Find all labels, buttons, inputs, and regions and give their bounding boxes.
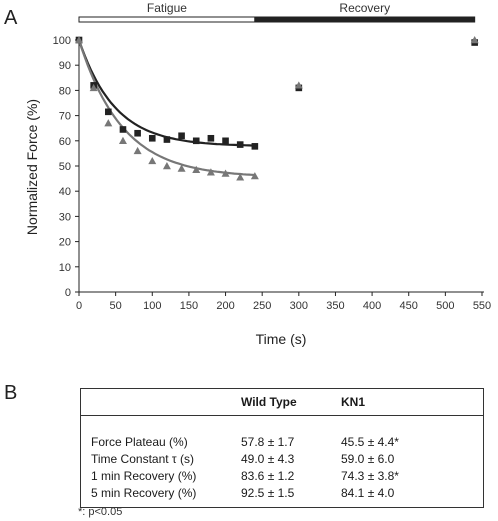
phase-bar-1: [254, 16, 476, 23]
row-label: 5 min Recovery (%): [91, 485, 197, 500]
table-row: 5 min Recovery (%) 92.5 ± 1.5 84.1 ± 4.0: [81, 484, 483, 501]
point-triangle: [162, 162, 171, 170]
point-triangle: [294, 81, 303, 89]
row-kn1-value: 59.0 ± 6.0: [341, 451, 395, 466]
panel-a-letter: A: [4, 7, 18, 29]
y-tick-label: 40: [59, 186, 71, 198]
row-kn1-value: 45.5 ± 4.4*: [341, 434, 399, 449]
x-tick-label: 550: [473, 300, 491, 312]
x-tick-label: 350: [326, 300, 344, 312]
phase-label-0: Fatigue: [147, 1, 187, 15]
point-square: [105, 108, 112, 116]
row-label: 1 min Recovery (%): [91, 468, 197, 483]
y-tick-label: 30: [59, 211, 71, 223]
table-header-blank: [81, 389, 241, 416]
point-square: [119, 126, 127, 133]
point-triangle: [221, 169, 230, 177]
y-tick-label: 0: [65, 287, 71, 299]
row-wild-type-value: 83.6 ± 1.2: [241, 468, 295, 483]
point-square: [222, 137, 229, 145]
y-tick-label: 80: [59, 85, 71, 97]
point-square: [163, 136, 171, 143]
table-header-wild-type: Wild Type: [241, 389, 341, 416]
point-square: [251, 143, 259, 150]
row-wild-type-value: 92.5 ± 1.5: [241, 485, 295, 500]
fit-lines: [77, 39, 255, 177]
y-tick-label: 20: [59, 237, 71, 249]
point-triangle: [133, 146, 142, 155]
row-wild-type-value: 49.0 ± 4.3: [241, 451, 295, 466]
point-triangle: [192, 165, 201, 173]
x-tick-label: 250: [253, 300, 271, 312]
point-triangle: [148, 156, 157, 165]
y-tick-label: 10: [59, 262, 71, 274]
phase-bar-0: [78, 16, 256, 23]
table-row: Force Plateau (%) 57.8 ± 1.7 45.5 ± 4.4*: [81, 433, 483, 450]
point-square: [236, 141, 244, 148]
point-square: [148, 134, 156, 142]
force-chart: A Fatigue Recovery 0 50 100 150 200 250 300 350 4…: [4, 1, 492, 347]
point-triangle: [470, 36, 479, 44]
panel-b-letter: B: [4, 382, 18, 404]
data-points: [75, 36, 479, 181]
fit-line-0: [77, 39, 255, 147]
table-header-kn1: KN1: [341, 389, 483, 416]
y-axis-title: Normalized Force (%): [24, 99, 40, 235]
row-kn1-value: 84.1 ± 4.0: [341, 485, 395, 500]
point-square: [207, 134, 215, 142]
point-triangle: [250, 172, 259, 180]
row-label: Time Constant τ (s): [91, 451, 194, 466]
phase-bars: Fatigue Recovery: [78, 1, 476, 23]
x-tick-label: 0: [76, 300, 82, 312]
x-tick-label: 400: [363, 300, 381, 312]
table-row: 1 min Recovery (%) 83.6 ± 1.2 74.3 ± 3.8…: [81, 467, 483, 484]
y-tick-label: 70: [59, 111, 71, 123]
x-tick-label: 50: [110, 300, 122, 312]
stats-table: Wild Type KN1 Force Plateau (%) 57.8 ± 1…: [80, 388, 484, 508]
footnote: *: p<0.05: [78, 506, 123, 518]
point-triangle: [104, 119, 113, 127]
point-triangle: [206, 168, 215, 176]
x-tick-label: 450: [400, 300, 418, 312]
point-square: [134, 129, 141, 137]
y-tick-label: 100: [53, 35, 71, 47]
point-square: [192, 137, 200, 145]
phase-label-1: Recovery: [339, 1, 390, 15]
row-label: Force Plateau (%): [91, 434, 188, 449]
point-triangle: [177, 164, 186, 172]
x-axis-title: Time (s): [256, 331, 307, 347]
row-wild-type-value: 57.8 ± 1.7: [241, 434, 295, 449]
y-tick-label: 50: [59, 161, 71, 173]
fit-line-1: [77, 39, 255, 177]
y-tick-label: 60: [59, 136, 71, 148]
table-header-row: Wild Type KN1: [81, 389, 483, 416]
point-triangle: [118, 136, 127, 144]
point-triangle: [89, 83, 98, 92]
x-tick-label: 500: [436, 300, 454, 312]
point-triangle: [75, 36, 83, 44]
table-row: Time Constant τ (s) 49.0 ± 4.3 59.0 ± 6.…: [81, 450, 483, 467]
chart-axes: 0 50 100 150 200 250 300 350 400 450 500 550 0 10 20 30…: [53, 35, 492, 312]
point-triangle: [236, 173, 245, 181]
x-tick-label: 100: [143, 300, 161, 312]
point-square: [178, 132, 185, 140]
x-tick-label: 200: [216, 300, 234, 312]
y-tick-label: 90: [59, 60, 71, 72]
x-tick-label: 150: [180, 300, 198, 312]
x-tick-label: 300: [290, 300, 308, 312]
row-kn1-value: 74.3 ± 3.8*: [341, 468, 399, 483]
